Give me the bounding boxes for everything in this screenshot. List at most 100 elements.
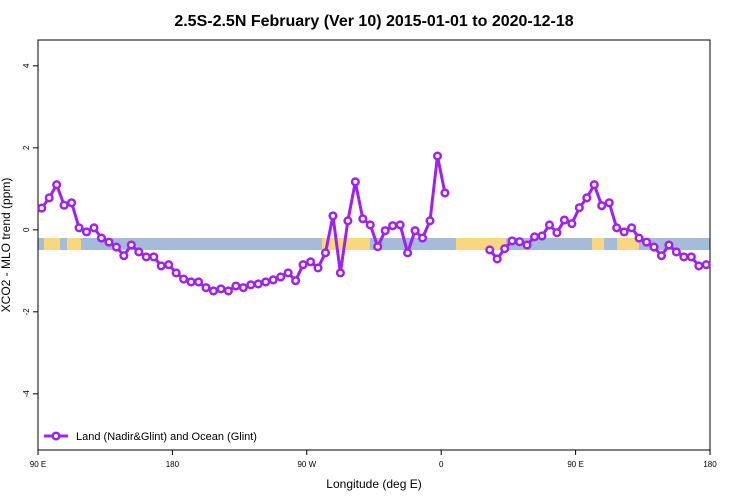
point	[335, 268, 345, 278]
point	[410, 226, 420, 236]
point	[305, 257, 316, 267]
point	[216, 284, 226, 294]
point	[81, 227, 92, 237]
point	[44, 193, 54, 203]
point	[52, 180, 62, 190]
point	[686, 252, 696, 262]
point	[313, 263, 323, 273]
point	[328, 211, 338, 221]
point	[74, 223, 84, 233]
land-patch	[67, 238, 81, 250]
point	[119, 251, 129, 261]
point	[612, 223, 622, 233]
point	[641, 237, 652, 247]
point	[261, 277, 271, 287]
point	[694, 261, 704, 271]
point	[664, 240, 674, 250]
point	[656, 251, 667, 261]
point	[559, 215, 569, 225]
point	[171, 268, 181, 278]
point	[537, 231, 547, 241]
point	[432, 151, 443, 161]
point	[417, 233, 428, 243]
point	[522, 240, 532, 250]
point	[388, 221, 398, 231]
point	[350, 177, 360, 187]
point	[59, 200, 69, 210]
x-tick-label: 180	[166, 460, 180, 469]
point	[149, 252, 159, 262]
point	[283, 268, 293, 278]
x-tick-label: 90 E	[567, 460, 583, 469]
point	[268, 275, 278, 285]
point	[380, 226, 390, 236]
point	[298, 260, 308, 270]
point	[156, 261, 166, 271]
point	[679, 252, 689, 262]
point	[567, 219, 577, 229]
point	[589, 180, 599, 190]
point	[649, 242, 659, 252]
point	[485, 245, 495, 255]
point	[529, 232, 540, 242]
legend-label: Land (Nadir&Glint) and Ocean (Glint)	[76, 431, 257, 443]
point	[552, 228, 562, 238]
point	[104, 237, 114, 247]
y-tick-label: 2	[22, 145, 31, 150]
point	[96, 233, 107, 243]
point	[425, 216, 435, 226]
ocean-band	[38, 238, 710, 250]
y-tick-label: 4	[22, 63, 31, 68]
y-axis-label: XCO2 - MLO trend (ppm)	[0, 178, 13, 313]
legend-marker	[51, 431, 61, 441]
point	[671, 247, 681, 257]
x-tick-label: 90 W	[297, 460, 316, 469]
point	[507, 236, 517, 246]
point	[253, 279, 263, 289]
point	[440, 188, 450, 198]
point	[223, 286, 233, 296]
land-patch	[592, 238, 604, 250]
point	[701, 260, 711, 270]
point	[604, 198, 614, 208]
point	[403, 248, 413, 258]
plot-frame	[37, 39, 711, 451]
y-tick-label: -2	[22, 308, 31, 316]
point	[134, 247, 144, 257]
point	[627, 223, 637, 233]
point	[634, 233, 644, 243]
point	[619, 227, 629, 237]
point	[500, 244, 510, 254]
land-patch	[44, 238, 60, 250]
point	[358, 214, 368, 224]
x-tick-label: 180	[703, 460, 717, 469]
y-tick-label: 0	[22, 227, 31, 232]
point	[111, 242, 121, 252]
x-tick-label: 90 E	[30, 460, 46, 469]
point	[492, 254, 502, 264]
chart-title: 2.5S-2.5N February (Ver 10) 2015-01-01 t…	[174, 13, 573, 30]
x-tick-label: 0	[439, 460, 444, 469]
point	[231, 281, 241, 291]
point	[544, 220, 555, 230]
point	[186, 277, 196, 287]
point	[320, 248, 331, 258]
point	[238, 283, 248, 293]
point	[67, 198, 77, 208]
land-patch	[456, 238, 506, 250]
point	[276, 272, 286, 282]
point	[597, 201, 607, 211]
point	[515, 237, 525, 247]
point	[126, 240, 136, 250]
point	[208, 286, 219, 296]
point	[37, 203, 47, 213]
point	[365, 220, 375, 230]
point	[291, 276, 301, 286]
y-tick-label: -4	[22, 390, 31, 398]
point	[343, 216, 353, 226]
point	[193, 277, 204, 287]
point	[246, 280, 256, 290]
point	[89, 223, 99, 233]
point	[179, 274, 189, 284]
